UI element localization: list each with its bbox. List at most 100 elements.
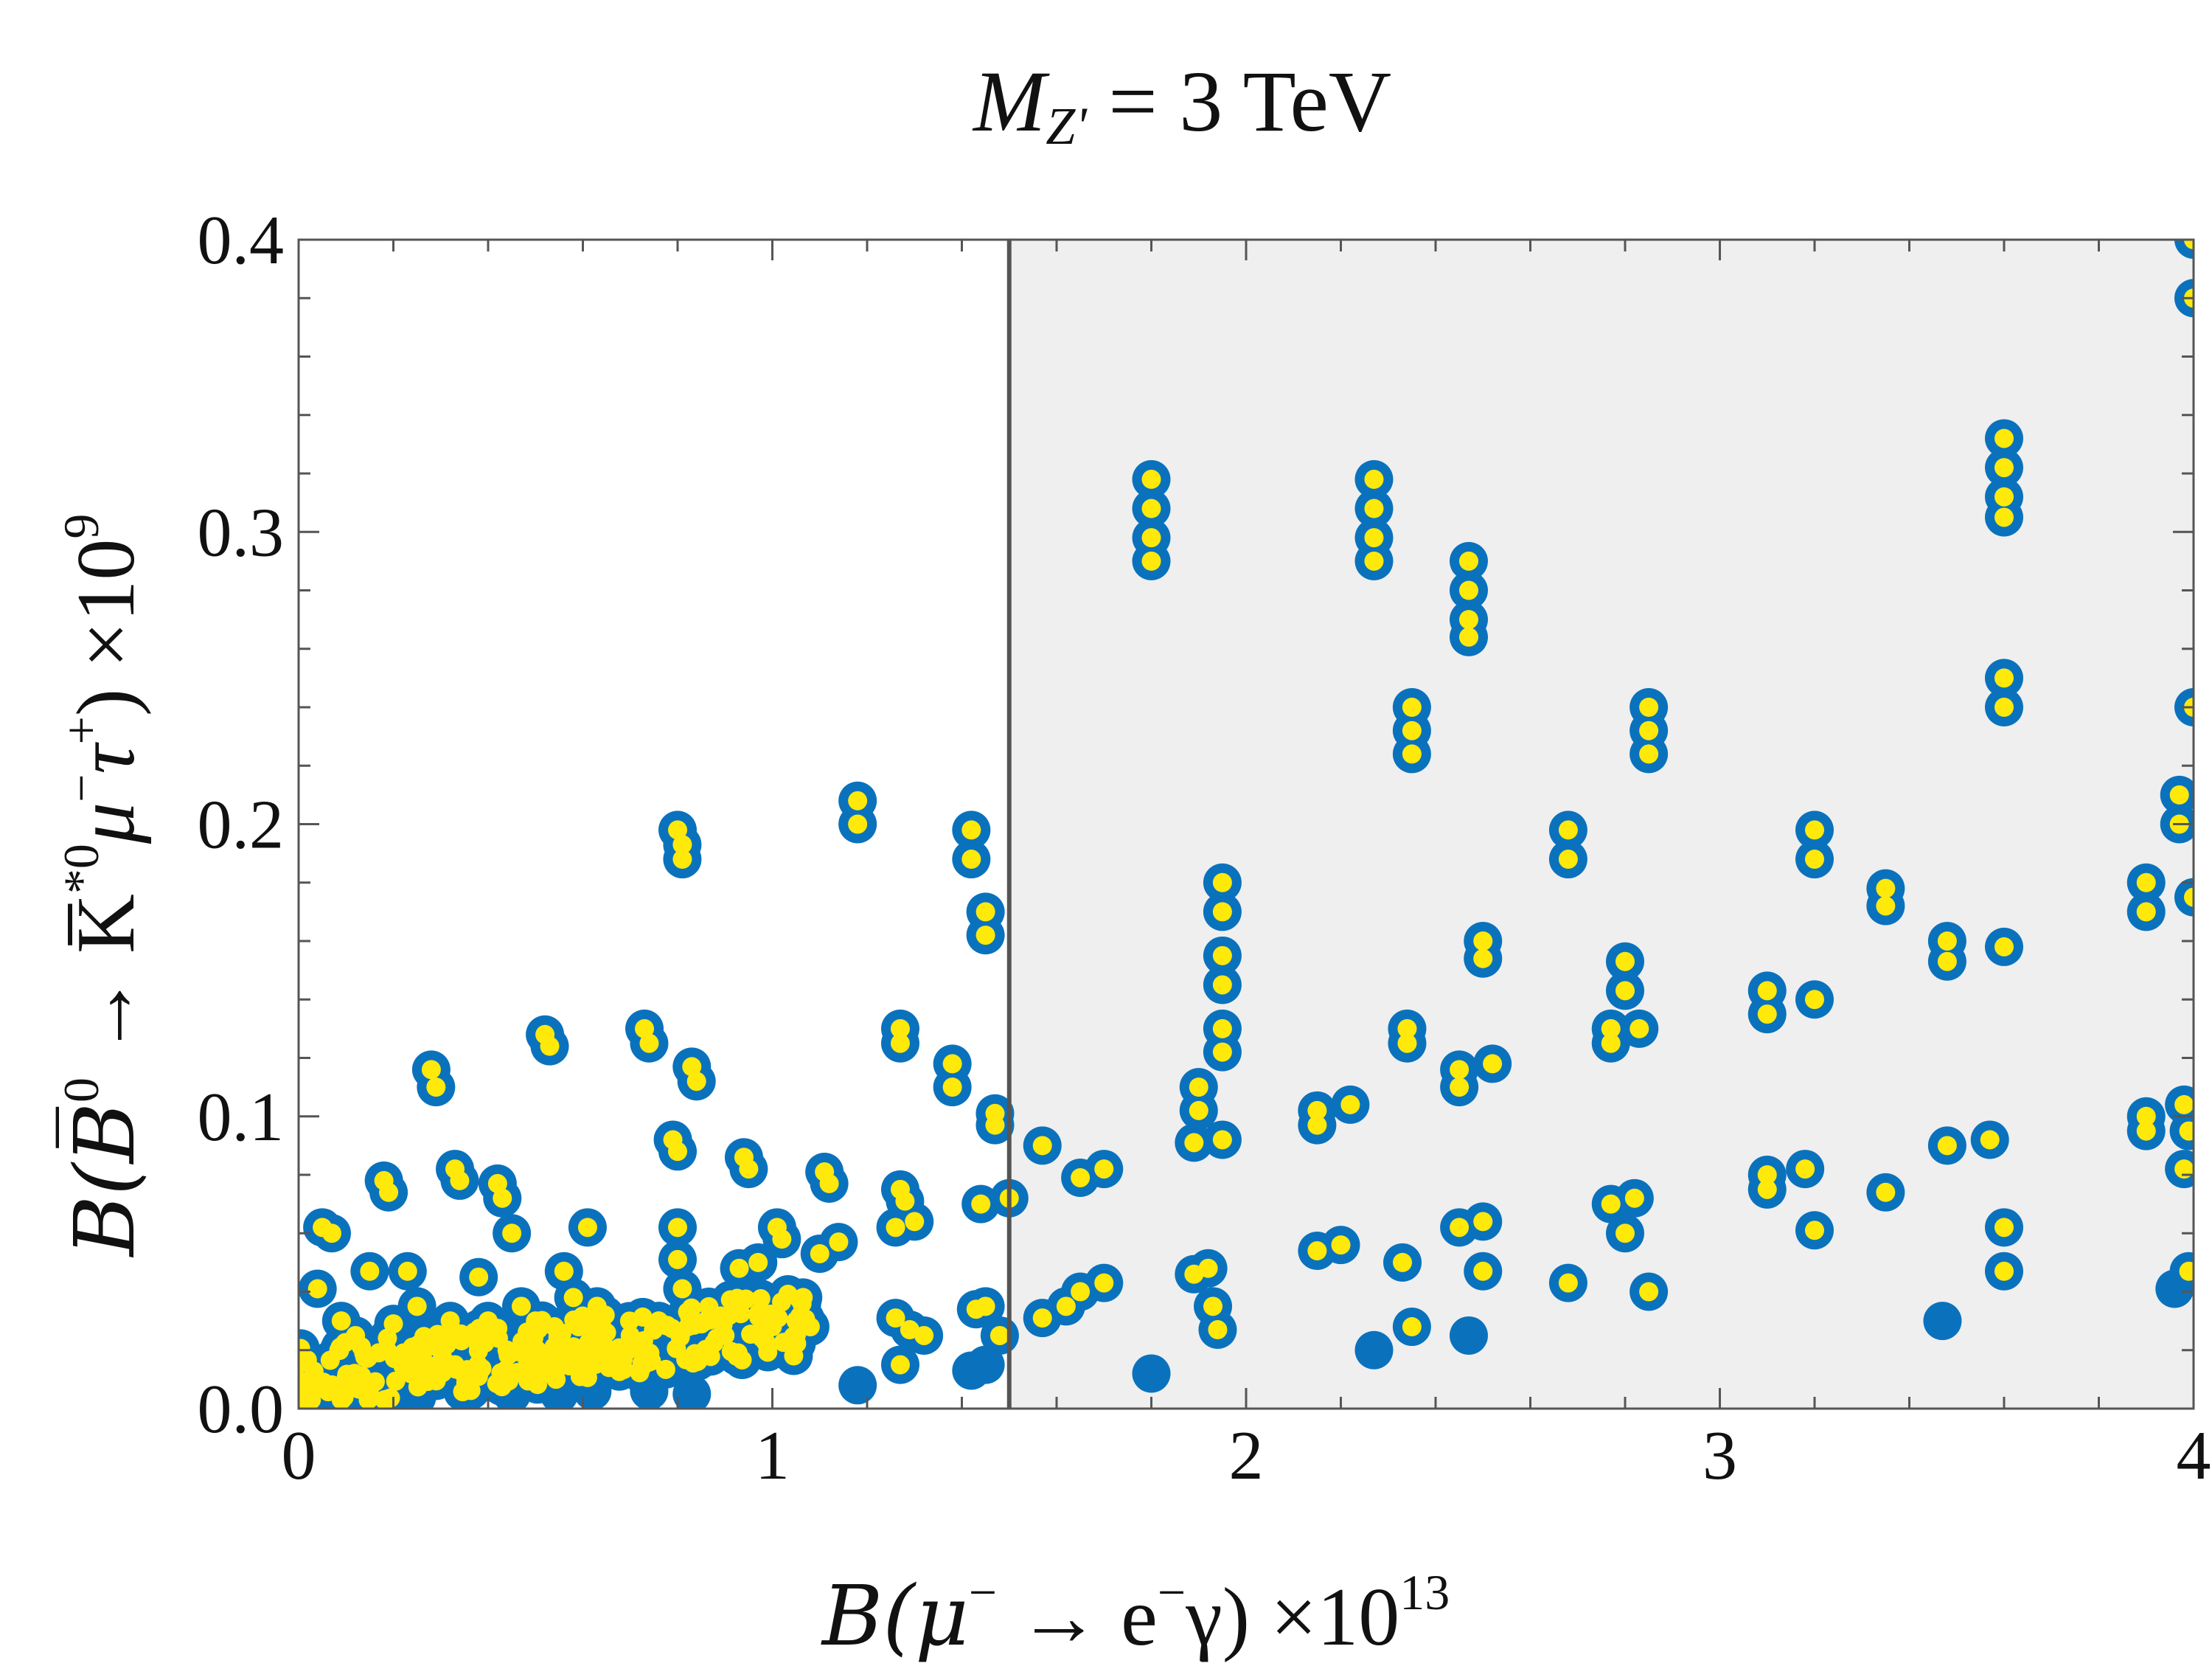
data-point-inner bbox=[376, 1390, 396, 1409]
data-point-inner bbox=[1212, 945, 1232, 965]
data-point-inner bbox=[489, 1328, 509, 1348]
data-point-inner bbox=[1994, 487, 2014, 507]
data-point-inner bbox=[1639, 1282, 1659, 1302]
data-point-inner bbox=[1558, 850, 1578, 869]
data-point-inner bbox=[1473, 931, 1493, 951]
data-point-outer bbox=[1923, 1302, 1962, 1341]
data-point-inner bbox=[668, 1218, 687, 1238]
data-point-inner bbox=[540, 1036, 560, 1056]
data-point-outer bbox=[672, 1375, 712, 1409]
data-point-inner bbox=[451, 1324, 471, 1344]
data-point-inner bbox=[1624, 1188, 1644, 1208]
data-point-inner bbox=[564, 1310, 584, 1330]
data-point-inner bbox=[975, 1297, 995, 1316]
data-point-inner bbox=[672, 850, 692, 869]
data-point-inner bbox=[1212, 1018, 1232, 1038]
data-point-inner bbox=[356, 1373, 376, 1393]
data-point-inner bbox=[758, 1342, 778, 1362]
data-point-inner bbox=[299, 1390, 316, 1409]
data-point-inner bbox=[577, 1218, 597, 1238]
data-point-inner bbox=[711, 1306, 731, 1326]
ylabel-exponent: 9 bbox=[53, 513, 109, 539]
data-point-inner bbox=[554, 1261, 574, 1281]
data-point-inner bbox=[905, 1212, 925, 1232]
data-point-inner bbox=[1056, 1297, 1076, 1316]
data-point-inner bbox=[772, 1229, 792, 1249]
data-point-inner bbox=[1212, 1042, 1232, 1062]
data-point-inner bbox=[2136, 1121, 2156, 1141]
data-point-inner bbox=[1757, 1179, 1777, 1199]
data-point-inner bbox=[895, 1191, 915, 1211]
data-point-inner bbox=[686, 1072, 706, 1091]
data-point-inner bbox=[531, 1358, 551, 1378]
data-point-inner bbox=[1558, 820, 1578, 840]
data-point-inner bbox=[1994, 1261, 2014, 1281]
data-point-inner bbox=[1558, 1273, 1578, 1293]
data-point-inner bbox=[408, 1377, 428, 1397]
y-tick-label: 0.3 bbox=[198, 494, 285, 571]
data-point-inner bbox=[1639, 744, 1659, 764]
data-point-inner bbox=[552, 1323, 571, 1343]
data-point-inner bbox=[2136, 902, 2156, 922]
data-point-inner bbox=[975, 926, 995, 945]
data-point-outer bbox=[838, 1366, 877, 1405]
data-point-inner bbox=[890, 1018, 910, 1038]
data-point-inner bbox=[2179, 1261, 2194, 1281]
x-tick-label: 1 bbox=[755, 1417, 790, 1494]
data-point-inner bbox=[748, 1252, 768, 1272]
data-point-inner bbox=[1203, 1297, 1223, 1316]
tick-layer: 0 1 2 3 4 0.0 0.1 0.2 0.3 0.4 bbox=[198, 202, 2211, 1494]
ylabel-tau: τ bbox=[60, 744, 152, 774]
data-point-inner bbox=[1212, 872, 1232, 892]
data-point-inner bbox=[741, 1325, 761, 1344]
data-point-inner bbox=[491, 1363, 511, 1383]
data-point-inner bbox=[1994, 1218, 2014, 1238]
data-point-inner bbox=[1141, 469, 1161, 489]
data-point-inner bbox=[1397, 1033, 1417, 1053]
data-point-inner bbox=[407, 1297, 427, 1316]
data-point-inner bbox=[668, 1142, 687, 1162]
data-point-inner bbox=[2136, 872, 2156, 892]
data-point-inner bbox=[829, 1232, 849, 1252]
data-point-inner bbox=[819, 1173, 839, 1193]
data-point-inner bbox=[1757, 981, 1777, 1001]
data-point-inner bbox=[1805, 990, 1824, 1010]
data-point-inner bbox=[1307, 1115, 1327, 1135]
data-point-inner bbox=[2179, 1121, 2194, 1141]
data-point-inner bbox=[1458, 610, 1478, 630]
data-point-inner bbox=[2169, 785, 2189, 805]
data-point-inner bbox=[528, 1375, 548, 1395]
data-point-inner bbox=[1601, 1018, 1621, 1038]
data-point-inner bbox=[720, 1290, 740, 1310]
data-point-inner bbox=[563, 1337, 583, 1357]
data-point-inner bbox=[498, 1345, 518, 1365]
data-point-inner bbox=[1094, 1159, 1114, 1179]
chart-title: MZ' = 3 TeV bbox=[973, 52, 1391, 157]
data-point-inner bbox=[890, 1033, 910, 1053]
data-point-inner bbox=[1805, 1221, 1824, 1240]
ylabel-sup3: − bbox=[53, 774, 109, 802]
data-point-inner bbox=[848, 814, 868, 834]
data-point-inner bbox=[1208, 1320, 1228, 1340]
data-point-outer bbox=[1449, 1316, 1488, 1355]
data-point-inner bbox=[2184, 240, 2194, 249]
data-point-inner bbox=[655, 1359, 675, 1379]
data-point-inner bbox=[1876, 1182, 1896, 1202]
data-point-inner bbox=[414, 1327, 434, 1347]
data-point-inner bbox=[783, 1327, 803, 1347]
xlabel-sup2: − bbox=[1157, 1564, 1186, 1620]
data-point-outer bbox=[1354, 1330, 1394, 1370]
data-point-inner bbox=[1450, 1077, 1470, 1097]
data-point-inner bbox=[1212, 1130, 1232, 1150]
data-point-inner bbox=[1639, 721, 1659, 740]
ylabel-sup2: *0 bbox=[53, 844, 109, 895]
data-point-inner bbox=[511, 1297, 531, 1316]
data-point-inner bbox=[971, 1194, 991, 1214]
x-tick-label: 3 bbox=[1703, 1417, 1737, 1494]
data-point-inner bbox=[695, 1311, 715, 1331]
data-point-inner bbox=[1212, 902, 1232, 922]
data-point-inner bbox=[397, 1261, 417, 1281]
data-point-inner bbox=[667, 1339, 686, 1358]
data-point-inner bbox=[1757, 1004, 1777, 1024]
